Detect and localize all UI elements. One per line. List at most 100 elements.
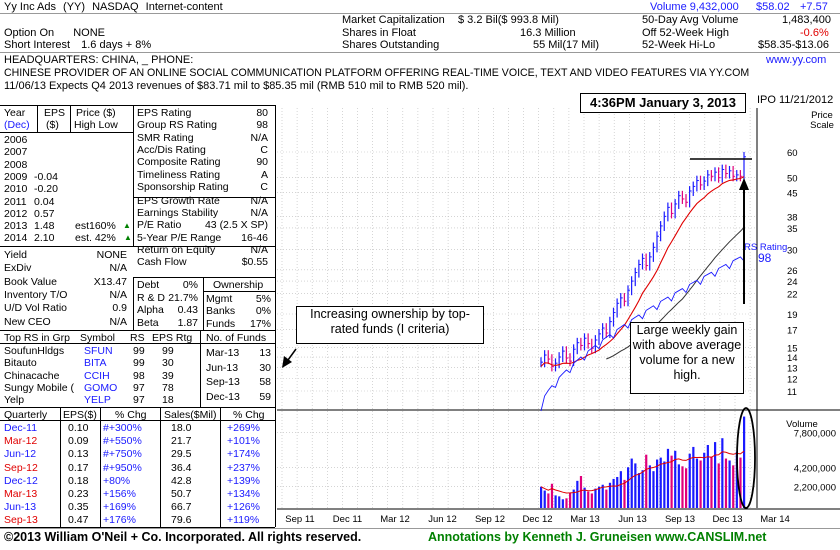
avg-volume-value: 1,483,400 (782, 14, 831, 26)
price-tick-label: 60 (787, 148, 798, 159)
misc-value: NONE (96, 249, 127, 261)
top-rs-eps: 30 (162, 357, 174, 370)
arrow-ownership-head (282, 356, 292, 368)
float-value: 16.3 Million (520, 27, 576, 39)
volume-readout: Volume 9,432,000 (650, 1, 739, 13)
industry: Internet-content (145, 1, 223, 13)
rating-label: EPS Rating (137, 107, 192, 119)
market-cap-value: $ 3.2 Bil($ 993.8 Mil) (458, 14, 559, 26)
company-symbol: (YY) (63, 1, 86, 13)
annual-year: 2012 (4, 207, 28, 220)
volume-bar (587, 491, 590, 508)
rs-rating-label: RS Rating (744, 242, 787, 253)
quarterly-bottom-border (0, 527, 275, 528)
annual-head-eps: EPS (44, 107, 66, 119)
volume-bar (648, 465, 651, 508)
top-rs-symbol: CCIH (84, 369, 110, 382)
volume-bar (605, 489, 608, 508)
volume-bars (540, 416, 746, 508)
top-rs-head-border (0, 343, 200, 344)
price-tick-label: 30 (787, 246, 798, 257)
volume-bar (558, 496, 561, 508)
volume-bar (645, 454, 648, 508)
quarterly-col-line (160, 408, 161, 527)
volume-moving-average (540, 450, 745, 494)
annotations-credit: Annotations by Kenneth J. Gruneisen www.… (428, 530, 767, 544)
headquarters: HEADQUARTERS: CHINA, _ PHONE: (4, 54, 194, 66)
volume-bar (739, 457, 742, 508)
annual-eps: 0.04 (34, 195, 55, 208)
quarter-sales-chg: +101% (227, 435, 260, 448)
up-arrow-icon: ▲ (124, 233, 132, 243)
misc-label: ExDiv (4, 262, 32, 275)
top-rs-eps: 39 (162, 369, 174, 382)
rating-value: $0.55 (241, 256, 268, 269)
volume-bar (540, 486, 543, 508)
header-divider (0, 13, 840, 14)
volume-bar (547, 493, 550, 508)
quarter-eps-chg: +156% (103, 488, 136, 500)
volume-bar (561, 499, 564, 508)
quarter-label: Mar-12 (4, 435, 38, 448)
panel-right-border (275, 105, 276, 527)
x-tick-label: Jun 12 (428, 514, 457, 525)
panel-top-border (0, 105, 275, 106)
misc-value: N/A (109, 288, 127, 301)
top-rs-name: Sungy Mobile ( (4, 381, 75, 394)
funds-title-border (200, 343, 275, 344)
top-rs-rs: 97 (133, 381, 145, 394)
quarterly-head-q: Quarterly (4, 409, 48, 421)
volume-bar (706, 444, 709, 508)
company-description: CHINESE PROVIDER OF AN ONLINE SOCIAL COM… (4, 67, 750, 79)
quarterly-head-sales: Sales($Mil) (164, 409, 217, 421)
ownership-label: Banks (206, 305, 236, 318)
moving-average-40wk (606, 227, 745, 360)
toprs-bottom-border (0, 407, 275, 408)
volume-bar (717, 463, 720, 508)
website-link[interactable]: www.yy.com (766, 54, 827, 66)
quarter-sales-chg: +269% (227, 422, 260, 434)
misc-label: Yield (4, 249, 27, 261)
quarter-eps-chg: +176% (103, 514, 136, 527)
misc-mid-label: R & D (137, 291, 166, 304)
volume-bar (554, 495, 557, 508)
rating-label: Timeliness Rating (137, 168, 221, 181)
price-tick-label: 24 (787, 277, 798, 288)
price-tick-label: 19 (787, 310, 798, 321)
volume-bar (619, 471, 622, 508)
top-rs-eps: 99 (162, 345, 174, 357)
volume-bar (598, 486, 601, 508)
quarter-sales: 21.7 (171, 435, 192, 448)
footer-divider (0, 528, 840, 529)
quarter-eps: 0.35 (68, 501, 89, 514)
x-tick-label: Mar 13 (570, 514, 600, 525)
volume-bar (670, 455, 673, 508)
volume-tick-label: 4,200,000 (794, 463, 836, 474)
volume-bar (583, 487, 586, 508)
off-high-value: -0.6% (800, 27, 829, 39)
annual-right-border (133, 105, 134, 246)
annual-head-year: Year (4, 107, 26, 119)
option-line: Option On NONE (4, 27, 105, 39)
annual-eps: 2.10 (34, 232, 55, 245)
x-tick-label: Mar 14 (760, 514, 790, 525)
quarter-label: Sep-13 (4, 514, 38, 527)
top-rs-rs: 99 (133, 357, 145, 370)
price-tick-label: 22 (787, 289, 798, 300)
annual-year: 2009 (4, 170, 28, 183)
rating-value: 43 (2.5 X SP) (204, 219, 268, 232)
volume-tick-label: 2,200,000 (794, 483, 836, 494)
volume-bar (608, 482, 612, 508)
news-line: 11/06/13 Expects Q4 2013 revenues of $83… (4, 80, 469, 92)
hilo-value: $58.35-$13.06 (758, 39, 829, 51)
funds-quarter: Jun-13 (206, 361, 239, 374)
chart-annotations (282, 158, 756, 509)
annual-year: 2013 (4, 220, 28, 233)
misc-label: U/D Vol Ratio (4, 302, 68, 315)
volume-bar (630, 458, 633, 508)
rating-label: Sponsorship Rating (137, 180, 229, 193)
price-scale-label-1: Price (811, 110, 833, 121)
top-rs-rs: 98 (133, 369, 145, 382)
float-label: Shares in Float (342, 27, 416, 39)
